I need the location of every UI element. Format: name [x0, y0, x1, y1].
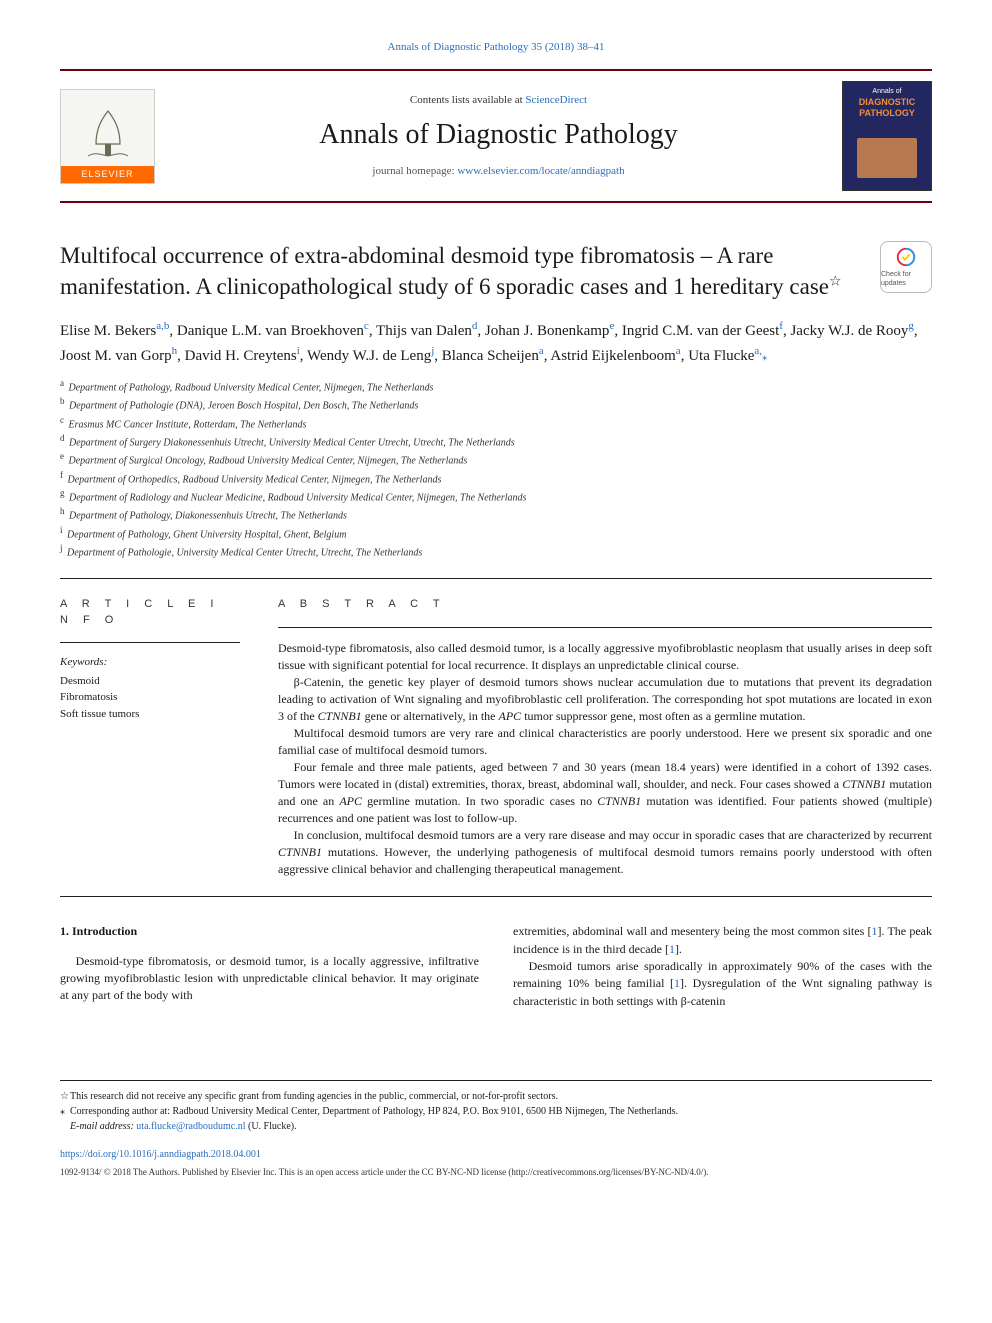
article-info-heading: A R T I C L E I N F O [60, 597, 240, 628]
abstract-paragraph: Desmoid-type fibromatosis, also called d… [278, 640, 932, 674]
footnotes: ☆This research did not receive any speci… [60, 1080, 932, 1134]
crossmark-badge[interactable]: Check for updates [880, 241, 932, 293]
article-title: Multifocal occurrence of extra-abdominal… [60, 241, 862, 302]
homepage-prefix: journal homepage: [372, 165, 457, 177]
author-list: Elise M. Bekersa,b, Danique L.M. van Bro… [60, 318, 932, 367]
sciencedirect-link[interactable]: ScienceDirect [525, 94, 587, 106]
divider [60, 896, 932, 897]
affiliation-item: g Department of Radiology and Nuclear Me… [60, 487, 932, 505]
copyright-line: 1092-9134/ © 2018 The Authors. Published… [60, 1166, 932, 1179]
footnote-corresponding: ⁎Corresponding author at: Radboud Univer… [60, 1104, 932, 1119]
contents-prefix: Contents lists available at [410, 94, 525, 106]
body-para: Desmoid tumors arise sporadically in app… [513, 958, 932, 1010]
keyword-item: Fibromatosis [60, 689, 240, 706]
affiliation-item: e Department of Surgical Oncology, Radbo… [60, 450, 932, 468]
abstract-paragraph: In conclusion, multifocal desmoid tumors… [278, 827, 932, 878]
body-columns: 1. Introduction Desmoid-type fibromatosi… [60, 923, 932, 1010]
cover-line3: PATHOLOGY [859, 108, 915, 119]
cover-line2: DIAGNOSTIC [859, 97, 916, 108]
keywords-list: DesmoidFibromatosisSoft tissue tumors [60, 673, 240, 723]
journal-name: Annals of Diagnostic Pathology [171, 115, 826, 154]
running-header: Annals of Diagnostic Pathology 35 (2018)… [60, 40, 932, 55]
abstract-column: A B S T R A C T Desmoid-type fibromatosi… [278, 597, 932, 878]
elsevier-logo: ELSEVIER [60, 89, 155, 184]
doi-link[interactable]: https://doi.org/10.1016/j.anndiagpath.20… [60, 1148, 932, 1162]
body-right-column: extremities, abdominal wall and mesenter… [513, 923, 932, 1010]
affiliation-item: a Department of Pathology, Radboud Unive… [60, 377, 932, 395]
crossmark-label: Check for updates [881, 270, 931, 290]
homepage-line: journal homepage: www.elsevier.com/locat… [171, 164, 826, 179]
abstract-paragraph: Four female and three male patients, age… [278, 759, 932, 827]
affiliation-item: h Department of Pathology, Diakonessenhu… [60, 505, 932, 523]
crossmark-icon [895, 246, 917, 268]
cover-line1: Annals of [872, 88, 901, 96]
email-suffix: (U. Flucke). [245, 1121, 296, 1132]
footnote-funding: ☆This research did not receive any speci… [60, 1089, 932, 1104]
cover-image-placeholder [857, 138, 917, 178]
title-footnote-star: ☆ [829, 274, 842, 289]
journal-masthead: ELSEVIER Contents lists available at Sci… [60, 69, 932, 203]
body-para: extremities, abdominal wall and mesenter… [513, 923, 932, 958]
email-label: E-mail address: [70, 1121, 136, 1132]
affiliation-item: f Department of Orthopedics, Radboud Uni… [60, 469, 932, 487]
affiliation-item: d Department of Surgery Diakonessenhuis … [60, 432, 932, 450]
contents-line: Contents lists available at ScienceDirec… [171, 93, 826, 108]
homepage-link[interactable]: www.elsevier.com/locate/anndiagpath [457, 165, 624, 177]
article-title-text: Multifocal occurrence of extra-abdominal… [60, 243, 829, 298]
abstract-paragraph: Multifocal desmoid tumors are very rare … [278, 725, 932, 759]
body-para: Desmoid-type fibromatosis, or desmoid tu… [60, 953, 479, 1005]
keywords-label: Keywords: [60, 655, 240, 670]
keyword-item: Soft tissue tumors [60, 706, 240, 723]
elsevier-tree-icon [78, 106, 138, 166]
affiliation-list: a Department of Pathology, Radboud Unive… [60, 377, 932, 560]
affiliation-item: b Department of Pathologie (DNA), Jeroen… [60, 395, 932, 413]
running-header-text[interactable]: Annals of Diagnostic Pathology 35 (2018)… [388, 41, 605, 53]
divider [60, 578, 932, 579]
footnote-email: E-mail address: uta.flucke@radboudumc.nl… [60, 1119, 932, 1134]
keyword-item: Desmoid [60, 673, 240, 690]
corresponding-email[interactable]: uta.flucke@radboudumc.nl [136, 1121, 245, 1132]
body-left-column: 1. Introduction Desmoid-type fibromatosi… [60, 923, 479, 1010]
affiliation-item: c Erasmus MC Cancer Institute, Rotterdam… [60, 414, 932, 432]
section-heading-intro: 1. Introduction [60, 923, 479, 940]
affiliation-item: j Department of Pathologie, University M… [60, 542, 932, 560]
elsevier-label: ELSEVIER [61, 166, 154, 183]
abstract-heading: A B S T R A C T [278, 597, 932, 612]
article-info-column: A R T I C L E I N F O Keywords: DesmoidF… [60, 597, 240, 878]
journal-cover-thumbnail: Annals of DIAGNOSTIC PATHOLOGY [842, 81, 932, 191]
abstract-paragraph: β-Catenin, the genetic key player of des… [278, 674, 932, 725]
affiliation-item: i Department of Pathology, Ghent Univers… [60, 524, 932, 542]
masthead-center: Contents lists available at ScienceDirec… [171, 93, 826, 179]
